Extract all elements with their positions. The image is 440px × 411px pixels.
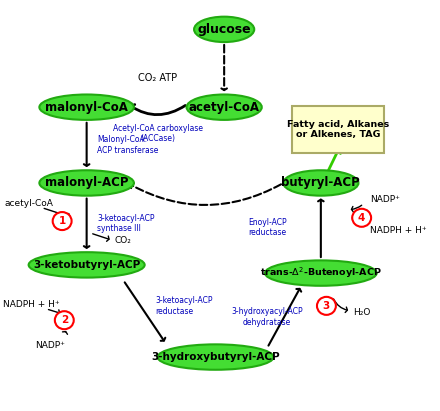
Text: acetyl-CoA: acetyl-CoA: [189, 101, 260, 114]
Ellipse shape: [39, 95, 134, 120]
Text: trans-$\Delta^2$-Butenoyl-ACP: trans-$\Delta^2$-Butenoyl-ACP: [260, 266, 381, 280]
Text: malonyl-CoA: malonyl-CoA: [45, 101, 128, 114]
Text: H₂O: H₂O: [353, 308, 370, 317]
Ellipse shape: [29, 252, 145, 277]
Text: CO₂: CO₂: [114, 236, 132, 245]
Circle shape: [352, 209, 371, 227]
Ellipse shape: [265, 261, 377, 286]
Circle shape: [55, 311, 74, 329]
Text: 3-hydroxybutyryl-ACP: 3-hydroxybutyryl-ACP: [151, 352, 280, 362]
Ellipse shape: [39, 170, 134, 196]
FancyBboxPatch shape: [292, 106, 384, 153]
Ellipse shape: [283, 170, 359, 196]
Text: 3-ketoacyl-ACP
synthase III: 3-ketoacyl-ACP synthase III: [97, 214, 155, 233]
Text: 3: 3: [323, 301, 330, 311]
Text: Acetyl-CoA carboxylase
(ACCase): Acetyl-CoA carboxylase (ACCase): [113, 124, 202, 143]
Ellipse shape: [187, 95, 262, 120]
Text: 1: 1: [59, 216, 66, 226]
Text: acetyl-CoA: acetyl-CoA: [5, 199, 54, 208]
Text: 3-hydroxyacyl-ACP
dehydratase: 3-hydroxyacyl-ACP dehydratase: [231, 307, 303, 327]
Text: NADP⁺: NADP⁺: [370, 195, 400, 204]
Text: NADP⁺: NADP⁺: [35, 342, 65, 351]
Text: Malonyl-CoA:
ACP transferase: Malonyl-CoA: ACP transferase: [97, 135, 159, 155]
Text: glucose: glucose: [197, 23, 251, 36]
Text: NADPH + H⁺: NADPH + H⁺: [370, 226, 427, 235]
Text: 4: 4: [358, 213, 365, 223]
Circle shape: [317, 297, 336, 315]
Text: Enoyl-ACP
reductase: Enoyl-ACP reductase: [248, 218, 286, 237]
Circle shape: [53, 212, 72, 230]
Text: CO₂ ATP: CO₂ ATP: [138, 73, 177, 83]
Text: butyryl-ACP: butyryl-ACP: [282, 176, 360, 189]
Text: 2: 2: [61, 315, 68, 325]
Text: 3-ketoacyl-ACP
reductase: 3-ketoacyl-ACP reductase: [155, 296, 213, 316]
Ellipse shape: [194, 17, 254, 42]
Ellipse shape: [158, 344, 274, 370]
Text: 3-ketobutyryl-ACP: 3-ketobutyryl-ACP: [33, 260, 140, 270]
Text: NADPH + H⁺: NADPH + H⁺: [3, 300, 59, 309]
Text: Fatty acid, Alkanes
or Alkenes, TAG: Fatty acid, Alkanes or Alkenes, TAG: [287, 120, 389, 139]
Text: malonyl-ACP: malonyl-ACP: [45, 176, 128, 189]
